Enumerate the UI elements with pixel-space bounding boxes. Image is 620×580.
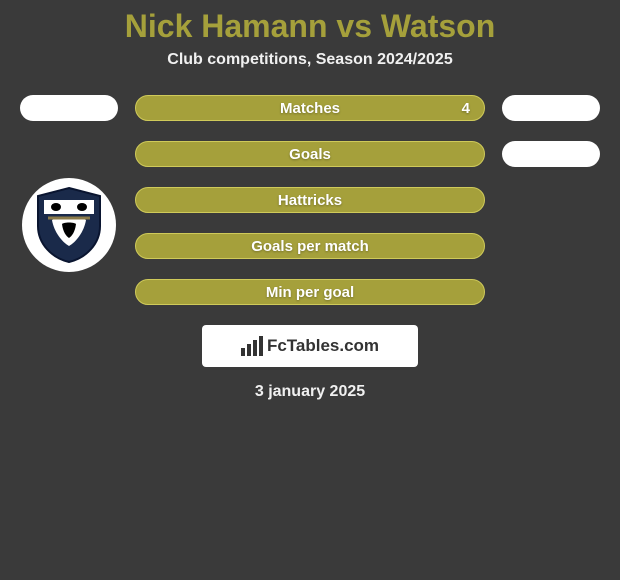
stat-row-mpg: Min per goal bbox=[10, 279, 610, 305]
stat-label: Goals per match bbox=[251, 238, 369, 255]
date-label: 3 january 2025 bbox=[255, 383, 365, 401]
stat-bar: Hattricks bbox=[135, 187, 485, 213]
brand-text: FcTables.com bbox=[267, 336, 379, 356]
stat-bar: Matches 4 bbox=[135, 95, 485, 121]
stat-bar: Goals bbox=[135, 141, 485, 167]
stat-label: Matches bbox=[280, 100, 340, 117]
stat-label: Hattricks bbox=[278, 192, 342, 209]
stat-row-goals: Goals bbox=[10, 141, 610, 167]
stat-bar: Min per goal bbox=[135, 279, 485, 305]
left-pill bbox=[20, 95, 118, 121]
stat-bar: Goals per match bbox=[135, 233, 485, 259]
shield-icon bbox=[34, 186, 104, 264]
page-title: Nick Hamann vs Watson bbox=[125, 8, 495, 45]
bar-chart-icon bbox=[241, 336, 263, 356]
stat-label: Min per goal bbox=[266, 284, 354, 301]
right-pill bbox=[502, 141, 600, 167]
right-pill bbox=[502, 95, 600, 121]
brand-box[interactable]: FcTables.com bbox=[202, 325, 418, 367]
stat-label: Goals bbox=[289, 146, 331, 163]
stat-value: 4 bbox=[462, 100, 470, 117]
subtitle: Club competitions, Season 2024/2025 bbox=[167, 51, 452, 69]
club-badge bbox=[22, 178, 116, 272]
comparison-card: Nick Hamann vs Watson Club competitions,… bbox=[0, 0, 620, 401]
stat-row-matches: Matches 4 bbox=[10, 95, 610, 121]
